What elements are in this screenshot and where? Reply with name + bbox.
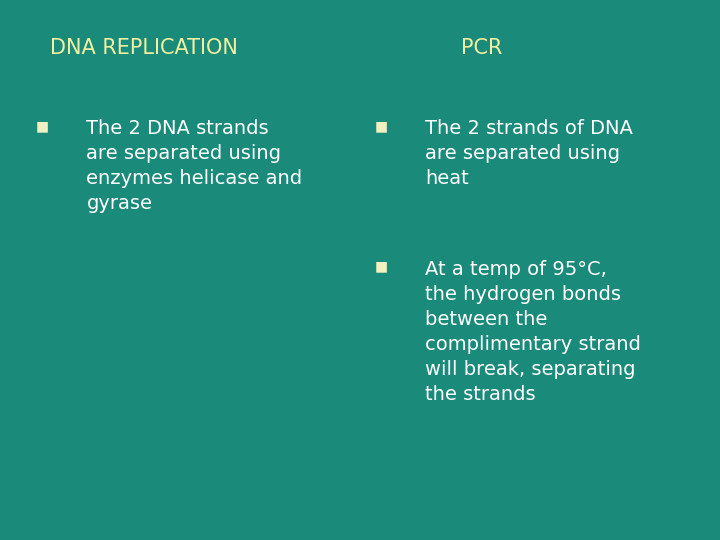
Text: The 2 DNA strands
are separated using
enzymes helicase and
gyrase: The 2 DNA strands are separated using en…	[86, 119, 302, 213]
Text: The 2 strands of DNA
are separated using
heat: The 2 strands of DNA are separated using…	[425, 119, 633, 188]
Text: ■: ■	[374, 119, 387, 133]
Text: ■: ■	[374, 260, 387, 274]
Text: At a temp of 95°C,
the hydrogen bonds
between the
complimentary strand
will brea: At a temp of 95°C, the hydrogen bonds be…	[425, 260, 641, 404]
Text: DNA REPLICATION: DNA REPLICATION	[50, 38, 238, 58]
Text: ■: ■	[36, 119, 49, 133]
Text: PCR: PCR	[461, 38, 502, 58]
